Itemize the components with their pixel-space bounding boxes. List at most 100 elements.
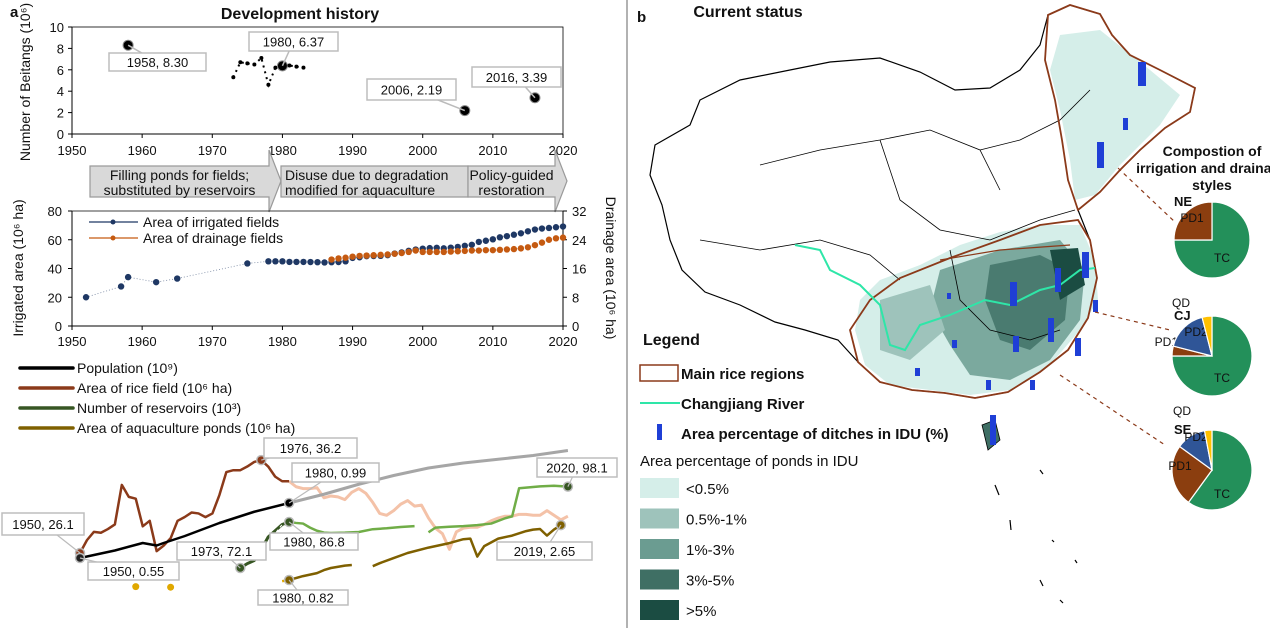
y-tick-label: 60 [48, 233, 62, 248]
beitang-point [252, 62, 257, 67]
callout-label: 1958, 8.30 [127, 55, 188, 70]
data-point [552, 224, 560, 231]
x-tick-label: 1990 [338, 143, 367, 158]
south-sea-island [1059, 599, 1064, 604]
pond-class-label: >5% [686, 603, 716, 620]
pond-class-swatch [640, 569, 679, 590]
data-point [419, 248, 426, 256]
data-point [349, 253, 356, 260]
south-sea-island [1039, 579, 1044, 587]
data-point [503, 232, 511, 240]
data-point [363, 252, 370, 259]
aquaculture-early-point [167, 583, 175, 591]
data-point [174, 275, 181, 282]
phase-line2: substituted by reservoirs [104, 182, 256, 198]
callout-box [269, 532, 359, 551]
pie-title-line: styles [1192, 177, 1232, 193]
pie-leader [1094, 311, 1171, 331]
data-point [545, 224, 553, 232]
callout-label: 2019, 2.65 [514, 544, 575, 559]
beitang-point [231, 75, 236, 80]
x-tick-label: 1960 [128, 143, 157, 158]
callout-box [257, 589, 349, 606]
data-point [531, 241, 539, 249]
y-tick-label: 6 [57, 63, 64, 78]
y-tick-label: 4 [57, 84, 64, 99]
callout-label: 2020, 98.1 [546, 461, 607, 476]
callout-label: 1980, 6.37 [263, 35, 324, 50]
rice-region-ne [1044, 4, 1197, 212]
pond-class-swatch [640, 600, 679, 620]
y-tick-label: 40 [48, 262, 62, 277]
data-point [510, 245, 518, 253]
rice-field-line-later [288, 480, 569, 551]
phase-line1: Policy-guided [469, 167, 553, 183]
beitang-point [259, 56, 264, 61]
data-point [370, 252, 377, 259]
phase-line2: modified for aquaculture [285, 182, 435, 198]
data-point [468, 241, 476, 248]
x-tick-label: 1950 [58, 334, 87, 349]
pie-slice-label: PD1 [1180, 211, 1204, 225]
legend-label: Area of aquaculture ponds (10⁶ ha) [77, 420, 295, 436]
pie-region-label: NE [1174, 194, 1192, 209]
population-line-early [79, 501, 290, 560]
population-line-later [288, 449, 569, 505]
ditch-bar [990, 415, 996, 445]
data-point [475, 238, 483, 246]
data-point [475, 247, 483, 254]
panel-a-label: a [10, 4, 19, 21]
aquaculture-line [288, 563, 352, 582]
reservoir-line [427, 484, 568, 534]
phase-arrows: Filling ponds for fields;substituted by … [89, 149, 568, 213]
y2-tick-label: 16 [572, 262, 586, 277]
legend-marker [110, 235, 116, 241]
ditch-bar [1048, 318, 1054, 342]
data-point [412, 247, 419, 254]
x-tick-label: 2010 [478, 143, 507, 158]
x-tick-label: 1990 [338, 334, 367, 349]
data-point [314, 258, 321, 266]
data-point [517, 230, 525, 237]
map-legend: Legend Main rice regions Changjiang River A… [639, 332, 949, 620]
pie-slice-label: TC [1214, 371, 1230, 385]
callout-label: 1973, 72.1 [191, 544, 252, 559]
data-point [384, 251, 391, 258]
phase-arrow [467, 149, 568, 213]
pie-region-label: SE [1174, 422, 1192, 437]
mid-y2label: Drainage area (10⁶ ha) [603, 197, 619, 340]
y-tick-label: 8 [57, 41, 64, 56]
data-point [328, 256, 335, 263]
south-sea-island [1009, 519, 1012, 531]
legend-ditches: Area percentage of ditches in IDU (%) [681, 426, 949, 443]
x-tick-label: 2010 [478, 334, 507, 349]
province-boundary [879, 139, 991, 241]
province-boundary [989, 209, 1076, 241]
beitang-point [266, 82, 271, 87]
province-boundary [699, 239, 901, 281]
rice-field-line-early [78, 458, 290, 554]
data-point [152, 278, 160, 286]
data-point [272, 258, 279, 265]
south-sea-island [1074, 559, 1078, 564]
data-point [300, 258, 307, 266]
pie-title-line: irrigation and drainage [1136, 160, 1270, 176]
data-point [489, 236, 497, 243]
aquaculture-early-point [132, 583, 140, 591]
pond-area-sw [880, 285, 945, 360]
callout-box [248, 31, 339, 52]
ditch-bar [1013, 336, 1019, 352]
data-point [517, 245, 525, 252]
callout-label: 1980, 86.8 [283, 535, 344, 550]
callout-label: 1976, 36.2 [280, 441, 341, 456]
data-point [433, 248, 440, 256]
data-point [524, 244, 532, 251]
data-point [293, 258, 300, 266]
data-point [482, 246, 490, 254]
phase-line2: restoration [478, 182, 544, 198]
callout-box [87, 561, 180, 581]
pie-region-label: CJ [1174, 308, 1191, 323]
data-point [468, 247, 476, 254]
x-tick-label: 1970 [198, 143, 227, 158]
